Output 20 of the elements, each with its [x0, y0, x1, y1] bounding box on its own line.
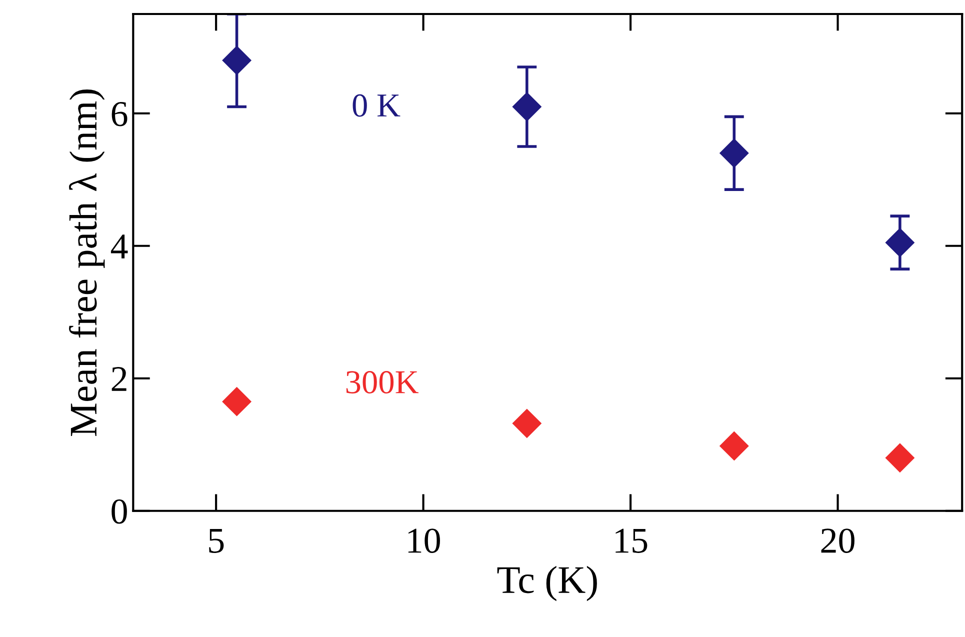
text: 300K [346, 371, 419, 394]
x-tick-label: 10 [408, 528, 440, 553]
x-tick-label: 15 [616, 528, 648, 553]
point [720, 138, 749, 168]
y-axis-title: Mean free path λ (nm) [69, 90, 105, 436]
x-tick-label: 5 [209, 528, 224, 553]
y-tick-label: 0 [112, 499, 127, 524]
point [512, 408, 542, 438]
y-tick-label: 2 [112, 366, 126, 391]
point [222, 387, 252, 416]
point [512, 92, 542, 122]
point [720, 432, 749, 460]
point [885, 228, 914, 258]
x-axis-title: Tc (K) [497, 566, 597, 602]
text: 0 K [352, 94, 400, 117]
y-tick-label: 6 [112, 102, 128, 126]
point [885, 443, 914, 472]
y-tick-label: 4 [110, 234, 128, 258]
x-tick-label: 20 [821, 528, 854, 553]
point [222, 46, 252, 75]
